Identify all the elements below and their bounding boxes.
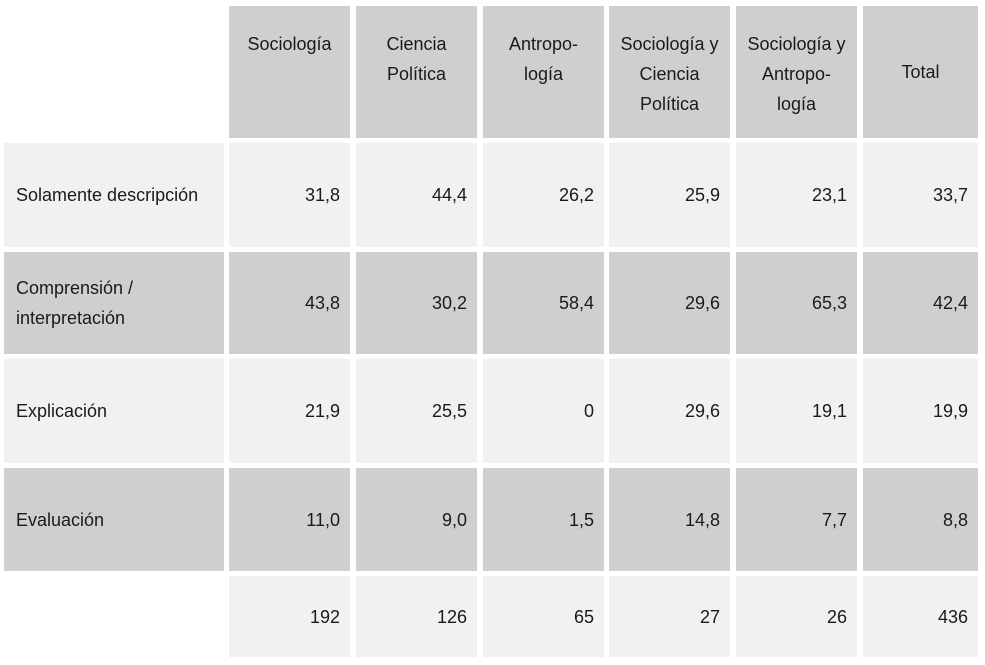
cell-value: 33,7 <box>932 185 968 205</box>
cell-value: 0 <box>583 401 594 421</box>
total-value: 192 <box>309 606 340 627</box>
table-cell: 1,5 <box>483 468 604 571</box>
cell-value: 23,1 <box>811 185 847 205</box>
row-label: Solamente descripción <box>16 185 199 205</box>
table-cell: 25,5 <box>356 359 477 463</box>
header-label: Sociología y Ciencia Política <box>620 34 719 114</box>
cell-value: 43,8 <box>304 293 340 313</box>
cell-value: 30,2 <box>431 293 467 313</box>
header-ciencia-politica: Ciencia Política <box>356 6 477 138</box>
cell-value: 19,9 <box>932 401 968 421</box>
cell-value: 25,5 <box>431 401 467 421</box>
table-cell: 19,9 <box>863 359 978 463</box>
table-cell: 31,8 <box>229 143 350 247</box>
total-value: 126 <box>436 606 467 627</box>
row-label: Comprensión / interpretación <box>16 278 134 328</box>
header-label: Antropo- logía <box>508 34 579 84</box>
corner-cell <box>4 6 224 138</box>
table-cell: 29,6 <box>609 359 730 463</box>
total-cell: 192 <box>229 576 350 657</box>
cell-value: 19,1 <box>811 401 847 421</box>
table-cell: 43,8 <box>229 252 350 354</box>
cell-value: 7,7 <box>821 509 847 530</box>
cell-value: 44,4 <box>431 185 467 205</box>
total-cell: 27 <box>609 576 730 657</box>
table-cell: 29,6 <box>609 252 730 354</box>
cell-value: 26,2 <box>558 185 594 205</box>
cell-value: 21,9 <box>304 401 340 421</box>
table-cell: 42,4 <box>863 252 978 354</box>
row-label-explicacion: Explicación <box>4 359 224 463</box>
cell-value: 8,8 <box>942 509 968 530</box>
table-cell: 8,8 <box>863 468 978 571</box>
row-label-solamente-descripcion: Solamente descripción <box>4 143 224 247</box>
row-label: Explicación <box>16 401 108 421</box>
total-value: 26 <box>826 606 847 627</box>
header-sociologia-ciencia-politica: Sociología y Ciencia Política <box>609 6 730 138</box>
total-cell: 436 <box>863 576 978 657</box>
table-cell: 33,7 <box>863 143 978 247</box>
table-cell: 30,2 <box>356 252 477 354</box>
cell-value: 11,0 <box>306 509 340 530</box>
total-value: 27 <box>699 606 720 627</box>
header-label: Total <box>901 62 940 82</box>
table-cell: 7,7 <box>736 468 857 571</box>
cell-value: 9,0 <box>441 509 467 530</box>
cell-value: 42,4 <box>932 293 968 313</box>
table-cell: 11,0 <box>229 468 350 571</box>
header-total: Total <box>863 6 978 138</box>
cell-value: 1,5 <box>568 509 594 530</box>
row-label-evaluacion: Evaluación <box>4 468 224 571</box>
header-sociologia: Sociología <box>229 6 350 138</box>
header-label: Sociología y Antropo- logía <box>747 34 846 114</box>
table-cell: 14,8 <box>609 468 730 571</box>
total-cell: 26 <box>736 576 857 657</box>
total-value: 436 <box>937 606 968 627</box>
cell-value: 14,8 <box>684 509 720 530</box>
table-cell: 21,9 <box>229 359 350 463</box>
row-label: Evaluación <box>16 509 105 530</box>
table-cell: 19,1 <box>736 359 857 463</box>
table-cell: 65,3 <box>736 252 857 354</box>
totals-label-cell <box>4 576 224 657</box>
total-cell: 126 <box>356 576 477 657</box>
cell-value: 29,6 <box>684 293 720 313</box>
table-cell: 25,9 <box>609 143 730 247</box>
cell-value: 65,3 <box>811 293 847 313</box>
cell-value: 29,6 <box>684 401 720 421</box>
table-cell: 9,0 <box>356 468 477 571</box>
table-cell: 58,4 <box>483 252 604 354</box>
header-label: Sociología <box>247 34 332 54</box>
header-label: Ciencia Política <box>386 34 447 84</box>
cell-value: 25,9 <box>684 185 720 205</box>
row-label-comprension-interpretacion: Comprensión / interpretación <box>4 252 224 354</box>
table-cell: 0 <box>483 359 604 463</box>
total-value: 65 <box>573 606 594 627</box>
table-cell: 44,4 <box>356 143 477 247</box>
table-cell: 23,1 <box>736 143 857 247</box>
cell-value: 58,4 <box>558 293 594 313</box>
table-cell: 26,2 <box>483 143 604 247</box>
total-cell: 65 <box>483 576 604 657</box>
cell-value: 31,8 <box>304 185 340 205</box>
header-antropologia: Antropo- logía <box>483 6 604 138</box>
header-sociologia-antropologia: Sociología y Antropo- logía <box>736 6 857 138</box>
